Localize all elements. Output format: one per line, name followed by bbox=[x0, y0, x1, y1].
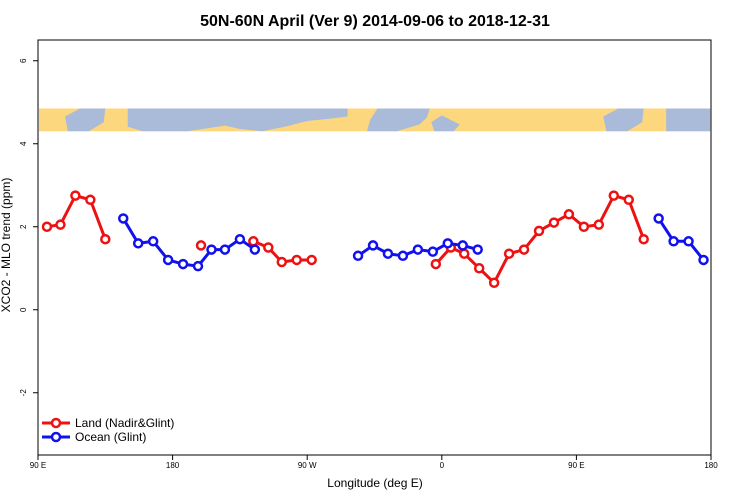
data-point bbox=[473, 263, 485, 274]
legend-item-ocean: Ocean (Glint) bbox=[42, 430, 146, 444]
data-point bbox=[85, 194, 96, 206]
y-tick-label: -2 bbox=[19, 389, 28, 397]
data-point bbox=[698, 254, 709, 266]
data-point bbox=[248, 236, 259, 247]
x-tick-label: 0 bbox=[440, 461, 445, 470]
data-point bbox=[683, 236, 694, 247]
x-tick-label: 180 bbox=[704, 461, 718, 470]
data-point bbox=[192, 260, 204, 272]
data-point bbox=[668, 236, 679, 247]
legend-label-ocean: Ocean (Glint) bbox=[75, 430, 146, 444]
data-point bbox=[367, 240, 379, 251]
x-axis-label: Longitude (deg E) bbox=[327, 476, 422, 490]
data-point bbox=[548, 217, 560, 228]
y-tick-label: 6 bbox=[19, 58, 28, 63]
data-point bbox=[70, 190, 81, 201]
map-ocean-region bbox=[666, 108, 711, 132]
data-point bbox=[430, 258, 442, 270]
map-ocean-region bbox=[603, 108, 644, 132]
data-point bbox=[177, 258, 189, 270]
series-line bbox=[46, 194, 107, 240]
data-point bbox=[382, 248, 394, 259]
data-point bbox=[608, 190, 620, 201]
data-point bbox=[276, 256, 288, 268]
map-ocean-region bbox=[431, 115, 460, 132]
data-point bbox=[206, 244, 217, 255]
series-layer bbox=[41, 190, 709, 289]
data-point bbox=[488, 277, 500, 289]
series-line bbox=[121, 217, 256, 268]
data-point bbox=[503, 248, 515, 259]
data-point bbox=[457, 240, 468, 251]
data-point bbox=[563, 209, 575, 220]
data-point bbox=[100, 233, 111, 245]
series-ocean bbox=[117, 213, 709, 272]
series-line bbox=[434, 194, 646, 285]
data-point bbox=[442, 238, 454, 249]
data-point bbox=[249, 244, 261, 255]
data-point bbox=[593, 219, 605, 230]
data-point bbox=[117, 213, 129, 224]
data-point bbox=[518, 244, 530, 255]
y-tick-label: 0 bbox=[19, 307, 28, 312]
data-point bbox=[132, 238, 144, 249]
data-point bbox=[397, 250, 409, 262]
legend: Land (Nadir&Glint) Ocean (Glint) bbox=[42, 416, 174, 444]
data-point bbox=[41, 221, 53, 232]
y-axis-label: XCO2 - MLO trend (ppm) bbox=[0, 178, 13, 313]
legend-label-land: Land (Nadir&Glint) bbox=[75, 416, 174, 430]
data-point bbox=[162, 254, 174, 266]
data-point bbox=[412, 244, 424, 255]
data-point bbox=[623, 194, 634, 206]
y-tick-label: 4 bbox=[19, 141, 28, 146]
data-point bbox=[195, 240, 207, 251]
plot-frame bbox=[37, 39, 712, 456]
x-tick-label: 90 W bbox=[298, 461, 317, 470]
data-point bbox=[638, 233, 649, 245]
world-map-strip bbox=[39, 108, 711, 132]
data-point bbox=[147, 236, 159, 247]
y-tick-label: 2 bbox=[19, 224, 28, 229]
data-point bbox=[234, 233, 246, 245]
data-point bbox=[55, 219, 66, 230]
x-tick-label: 90 E bbox=[568, 461, 584, 470]
data-point bbox=[458, 248, 470, 259]
y-axis: -2 0 2 4 6 bbox=[19, 58, 38, 396]
data-point bbox=[352, 250, 364, 262]
data-point bbox=[653, 213, 664, 224]
data-point bbox=[291, 254, 302, 266]
data-point bbox=[578, 221, 590, 232]
data-point bbox=[219, 244, 231, 255]
series-land bbox=[41, 190, 649, 289]
map-ocean-region bbox=[367, 108, 430, 132]
x-tick-label: 90 E bbox=[30, 461, 46, 470]
x-tick-label: 180 bbox=[166, 461, 180, 470]
legend-item-land: Land (Nadir&Glint) bbox=[42, 416, 174, 430]
map-ocean-region bbox=[127, 108, 348, 132]
data-point bbox=[533, 225, 545, 237]
data-point bbox=[263, 242, 274, 253]
data-point bbox=[306, 254, 317, 266]
data-point bbox=[427, 246, 439, 257]
chart-title: 50N-60N April (Ver 9) 2014-09-06 to 2018… bbox=[200, 13, 550, 30]
series-line bbox=[657, 217, 705, 261]
map-ocean-region bbox=[64, 108, 106, 132]
data-point bbox=[472, 244, 483, 255]
x-axis: 90 E 180 90 W 0 90 E 180 bbox=[30, 455, 718, 470]
